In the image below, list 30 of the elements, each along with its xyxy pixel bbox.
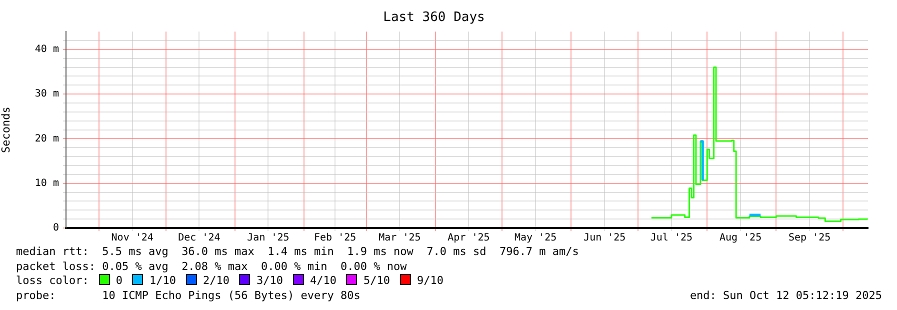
- text: packet loss: 0.05 % avg 2.08 % max 0.00 % min 0.00 % now: [16, 260, 407, 272]
- x-tick-label: Nov '24: [111, 232, 154, 244]
- y-tick-label: 0: [52, 222, 59, 234]
- x-tick-label: May '25: [514, 232, 557, 244]
- y-tick-label: 10 m: [34, 178, 59, 189]
- y-tick-label: 40 m: [34, 44, 59, 56]
- text: end: Sun Oct 12 05:12:19 2025: [690, 288, 882, 303]
- x-tick-label: Jul '25: [650, 232, 693, 244]
- x-tick-label: Dec '24: [178, 232, 220, 244]
- legend-label: 4/10: [310, 274, 336, 287]
- legend-label: 9/10: [416, 274, 444, 287]
- legend-label: 5/10: [363, 274, 390, 287]
- x-tick-label: Feb '25: [314, 232, 356, 244]
- y-tick-label: 30 m: [34, 88, 59, 100]
- legend-title: loss color:: [16, 274, 89, 287]
- x-tick-label: Sep '25: [788, 232, 831, 244]
- legend-label: 2/10: [202, 274, 230, 287]
- x-tick-label: Jun '25: [584, 232, 626, 244]
- x-tick-label: Aug '25: [719, 232, 762, 244]
- x-tick-label: Apr '25: [448, 232, 490, 244]
- chart-title: Last 360 Days: [383, 10, 485, 26]
- legend-label: 1/10: [149, 274, 176, 287]
- legend-label: 3/10: [256, 274, 283, 287]
- y-tick-label: 20 m: [34, 133, 59, 144]
- text: probe: 10 ICMP Echo Pings (56 Bytes) every 80s: [16, 288, 360, 302]
- y-axis-title: Seconds: [0, 106, 12, 153]
- legend-label: 0: [116, 274, 122, 287]
- x-tick-label: Jan '25: [247, 232, 290, 244]
- x-tick-label: Mar '25: [378, 232, 421, 244]
- text: median rtt: 5.5 ms avg 36.0 ms max 1.4 ms min 1.9 ms now 7.0 ms sd 796.7 m am/s: [16, 245, 579, 258]
